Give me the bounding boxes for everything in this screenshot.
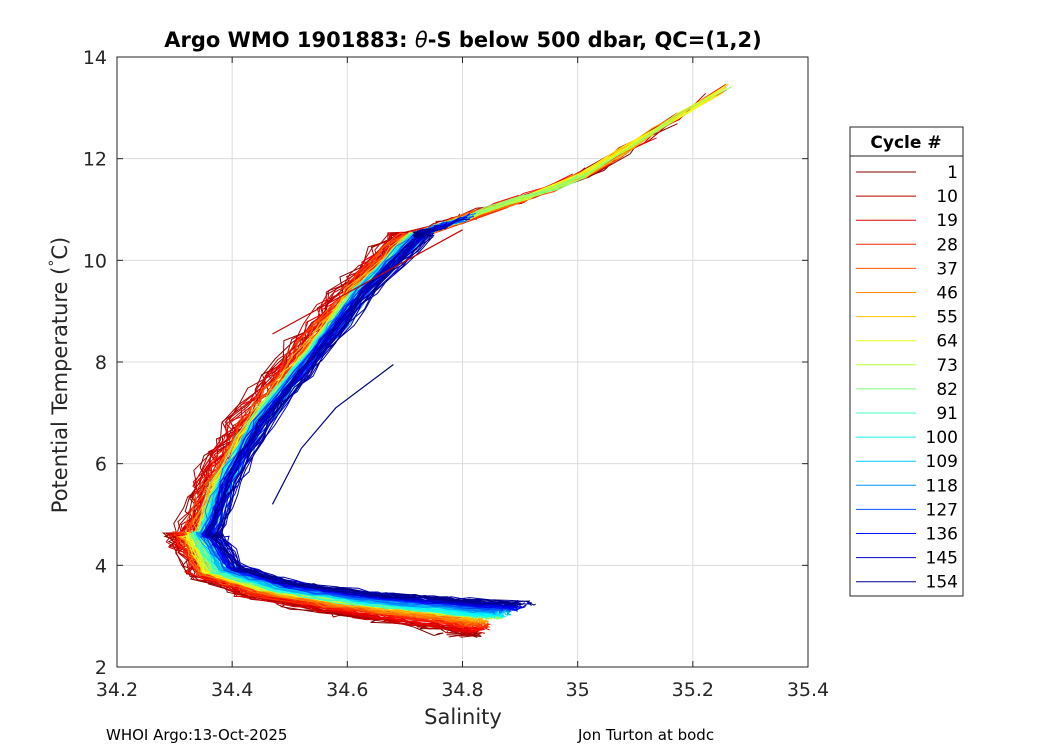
y-tick-label: 12 <box>83 149 107 171</box>
y-tick-label: 10 <box>83 250 107 272</box>
legend-entries: 1 10 19 28 37 46 55 64 73 82 91 100 109 118 127 136 145 1… <box>856 163 958 593</box>
x-tick-label: 35.4 <box>787 679 829 701</box>
anomaly-line <box>271 364 394 505</box>
x-tick-label: 35 <box>566 679 590 701</box>
anomaly-line <box>272 229 463 335</box>
legend-label: 127 <box>926 500 958 520</box>
y-tick-label: 2 <box>95 657 107 679</box>
legend-label: 73 <box>936 356 958 376</box>
legend-label: 28 <box>936 235 958 255</box>
profile-line <box>209 228 536 606</box>
axis-ticks: 34.2 34.4 34.6 34.8 35 35.2 35.4 2 4 6 8 10 12 14 <box>83 47 829 701</box>
x-tick-label: 34.2 <box>96 679 138 701</box>
y-tick-label: 8 <box>95 352 107 374</box>
x-tick-label: 34.6 <box>326 679 368 701</box>
y-tick-label: 6 <box>95 454 107 476</box>
x-tick-label: 34.4 <box>211 679 253 701</box>
footer-credit-left: WHOI Argo:13-Oct-2025 <box>106 726 288 744</box>
legend-label: 145 <box>926 549 958 569</box>
legend-label: 154 <box>926 573 958 593</box>
y-tick-label: 14 <box>83 47 107 69</box>
legend-label: 10 <box>936 187 958 207</box>
legend-label: 46 <box>936 284 958 304</box>
x-tick-label: 35.2 <box>672 679 714 701</box>
x-axis-label: Salinity <box>424 705 502 729</box>
y-axis-label: Potential Temperature (°C) <box>47 237 72 513</box>
legend-title: Cycle # <box>870 133 941 153</box>
profile-lines <box>161 83 732 638</box>
legend-label: 37 <box>936 259 958 279</box>
legend-label: 109 <box>926 452 958 472</box>
y-tick-label: 4 <box>95 555 107 577</box>
profile-line <box>202 221 506 610</box>
legend-label: 55 <box>936 308 958 328</box>
legend-label: 100 <box>926 428 958 448</box>
legend-label: 91 <box>936 404 958 424</box>
legend-label: 64 <box>936 332 958 352</box>
legend-label: 19 <box>936 211 958 231</box>
legend-box <box>849 126 964 597</box>
legend-label: 1 <box>947 163 958 183</box>
footer-credit-right: Jon Turton at bodc <box>578 726 715 744</box>
legend: Cycle # 1 10 19 28 37 46 55 64 73 82 91 100 109 118 12… <box>849 126 964 597</box>
legend-label: 136 <box>926 525 958 545</box>
legend-label: 82 <box>936 380 958 400</box>
legend-label: 118 <box>926 476 958 496</box>
x-tick-label: 34.8 <box>441 679 483 701</box>
profile-line <box>214 231 525 606</box>
chart-title: Argo WMO 1901883: θ-S below 500 dbar, QC… <box>164 28 761 52</box>
